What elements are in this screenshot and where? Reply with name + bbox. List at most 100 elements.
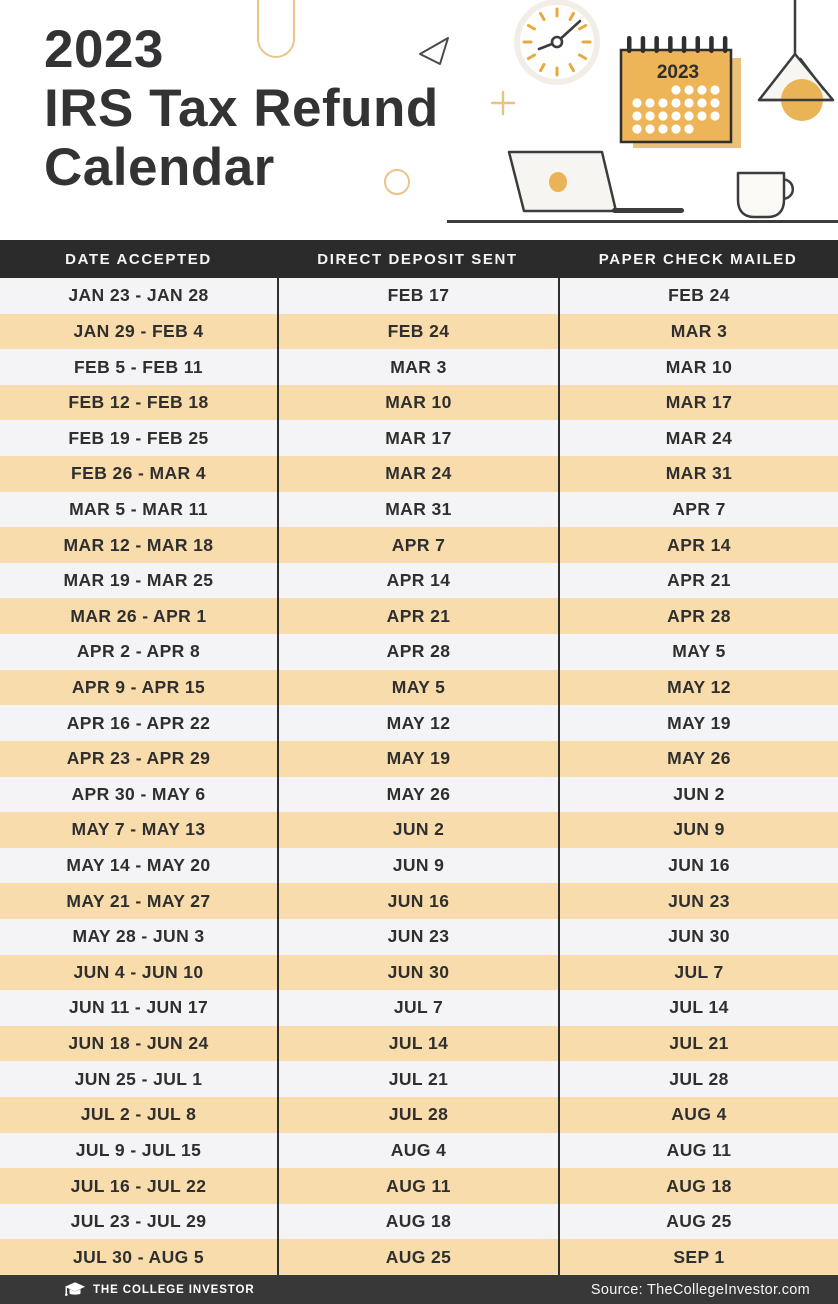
paper-check-cell: APR 21 bbox=[558, 562, 838, 599]
table-row: JUN 4 - JUN 10 JUN 30 JUL 7 bbox=[0, 954, 838, 991]
paper-check-cell: AUG 18 bbox=[558, 1168, 838, 1204]
paper-check-cell: MAY 5 bbox=[558, 634, 838, 670]
paper-check-cell: MAR 24 bbox=[558, 420, 838, 457]
table-row: JUN 25 - JUL 1 JUL 21 JUL 28 bbox=[0, 1061, 838, 1098]
date-accepted-cell: MAY 28 - JUN 3 bbox=[72, 926, 205, 947]
table-row: JUN 11 - JUN 17 JUL 7 JUL 14 bbox=[0, 990, 838, 1026]
paper-check-cell: JUN 30 bbox=[558, 918, 838, 955]
date-accepted-cell: JAN 29 - FEB 4 bbox=[73, 320, 204, 341]
direct-deposit-cell: JUN 2 bbox=[277, 812, 558, 848]
date-accepted-cell: JUN 25 - JUL 1 bbox=[74, 1068, 203, 1089]
direct-deposit-cell: MAR 10 bbox=[277, 384, 558, 421]
table-header-row: DATE ACCEPTED DIRECT DEPOSIT SENT PAPER … bbox=[0, 240, 838, 278]
paper-check-cell: AUG 4 bbox=[558, 1097, 838, 1133]
date-accepted-cell: MAR 26 - APR 1 bbox=[70, 605, 207, 626]
direct-deposit-cell: JUL 21 bbox=[277, 1061, 558, 1098]
paper-check-cell: AUG 25 bbox=[558, 1203, 838, 1240]
table-row: JUL 16 - JUL 22 AUG 11 AUG 18 bbox=[0, 1168, 838, 1204]
footer: THE COLLEGE INVESTOR Source: TheCollegeI… bbox=[0, 1275, 838, 1304]
date-accepted-cell: APR 9 - APR 15 bbox=[71, 677, 206, 697]
paper-check-cell: JUL 21 bbox=[558, 1025, 838, 1062]
table-row: MAY 28 - JUN 3 JUN 23 JUN 30 bbox=[0, 918, 838, 955]
table-row: FEB 19 - FEB 25 MAR 17 MAR 24 bbox=[0, 420, 838, 457]
source-credit: Source: TheCollegeInvestor.com bbox=[590, 1281, 810, 1298]
direct-deposit-cell: JUN 16 bbox=[277, 883, 558, 919]
direct-deposit-cell: JUN 30 bbox=[277, 954, 558, 991]
paper-check-cell: FEB 24 bbox=[558, 278, 838, 314]
paper-check-cell: MAR 10 bbox=[558, 349, 838, 385]
refund-schedule-table: JAN 23 - JAN 28 FEB 17 FEB 24 JAN 29 - FEB … bbox=[0, 278, 838, 1276]
paper-check-cell: MAR 17 bbox=[558, 384, 838, 421]
direct-deposit-cell: JUN 9 bbox=[277, 847, 558, 884]
paper-check-cell: JUN 23 bbox=[558, 883, 838, 919]
title-line-year: 2023 bbox=[44, 20, 164, 79]
page-title: 2023 IRS Tax Refund Calendar bbox=[44, 20, 439, 197]
date-accepted-cell: JUN 18 - JUN 24 bbox=[68, 1033, 209, 1054]
table-row: APR 2 - APR 8 APR 28 MAY 5 bbox=[0, 634, 838, 670]
table-row: FEB 12 - FEB 18 MAR 10 MAR 17 bbox=[0, 384, 838, 421]
lamp-icon bbox=[757, 0, 835, 121]
paper-check-cell: JUN 2 bbox=[558, 776, 838, 813]
table-row: MAR 5 - MAR 11 MAR 31 APR 7 bbox=[0, 491, 838, 528]
date-accepted-cell: APR 23 - APR 29 bbox=[66, 748, 211, 769]
direct-deposit-cell: FEB 24 bbox=[277, 313, 558, 350]
table-row: APR 16 - APR 22 MAY 12 MAY 19 bbox=[0, 705, 838, 741]
table-row: JAN 23 - JAN 28 FEB 17 FEB 24 bbox=[0, 278, 838, 314]
direct-deposit-cell: MAY 5 bbox=[277, 669, 558, 706]
date-accepted-cell: JAN 23 - JAN 28 bbox=[68, 285, 209, 306]
paper-check-cell: SEP 1 bbox=[558, 1239, 838, 1276]
brand-name: THE COLLEGE INVESTOR bbox=[93, 1283, 255, 1296]
direct-deposit-cell: MAY 26 bbox=[277, 776, 558, 813]
date-accepted-cell: JUL 30 - AUG 5 bbox=[72, 1246, 205, 1267]
header: 2023 IRS Tax Refund Calendar bbox=[0, 0, 838, 240]
paper-check-cell: APR 28 bbox=[558, 598, 838, 635]
paper-check-cell: MAR 31 bbox=[558, 456, 838, 492]
date-accepted-cell: FEB 19 - FEB 25 bbox=[68, 427, 209, 448]
table-row: MAY 14 - MAY 20 JUN 9 JUN 16 bbox=[0, 847, 838, 884]
date-accepted-cell: FEB 5 - FEB 11 bbox=[73, 356, 204, 377]
table-row: JAN 29 - FEB 4 FEB 24 MAR 3 bbox=[0, 313, 838, 350]
paper-check-cell: MAY 19 bbox=[558, 705, 838, 741]
brand-logo: THE COLLEGE INVESTOR bbox=[64, 1281, 255, 1299]
date-accepted-cell: MAY 21 - MAY 27 bbox=[66, 890, 211, 911]
direct-deposit-cell: MAR 31 bbox=[277, 491, 558, 528]
paper-check-cell: JUL 28 bbox=[558, 1061, 838, 1098]
direct-deposit-cell: MAY 12 bbox=[277, 705, 558, 741]
paper-check-cell: MAY 26 bbox=[558, 740, 838, 777]
paper-check-cell: AUG 11 bbox=[558, 1132, 838, 1169]
direct-deposit-cell: MAR 3 bbox=[277, 349, 558, 385]
paper-check-cell: JUL 7 bbox=[558, 954, 838, 991]
date-accepted-cell: APR 2 - APR 8 bbox=[76, 641, 201, 662]
table-row: JUL 9 - JUL 15 AUG 4 AUG 11 bbox=[0, 1132, 838, 1169]
table-row: APR 30 - MAY 6 MAY 26 JUN 2 bbox=[0, 776, 838, 813]
date-accepted-cell: MAR 19 - MAR 25 bbox=[63, 570, 214, 591]
triangle-icon bbox=[419, 37, 449, 65]
direct-deposit-cell: APR 14 bbox=[277, 562, 558, 599]
table-row: MAR 12 - MAR 18 APR 7 APR 14 bbox=[0, 527, 838, 563]
column-header-direct-deposit: DIRECT DEPOSIT SENT bbox=[317, 250, 518, 268]
column-header-date-accepted: DATE ACCEPTED bbox=[65, 250, 212, 268]
date-accepted-cell: APR 30 - MAY 6 bbox=[71, 783, 206, 804]
plus-icon bbox=[490, 90, 516, 116]
direct-deposit-cell: JUL 28 bbox=[277, 1097, 558, 1133]
title-line-sub: Calendar bbox=[44, 138, 275, 197]
direct-deposit-cell: AUG 4 bbox=[277, 1132, 558, 1169]
direct-deposit-cell: AUG 18 bbox=[277, 1203, 558, 1240]
date-accepted-cell: MAY 7 - MAY 13 bbox=[71, 819, 206, 840]
paper-check-cell: JUN 9 bbox=[558, 812, 838, 848]
ring-icon bbox=[384, 169, 410, 195]
direct-deposit-cell: MAR 24 bbox=[277, 456, 558, 492]
table-row: JUL 23 - JUL 29 AUG 18 AUG 25 bbox=[0, 1203, 838, 1240]
clock-icon bbox=[514, 0, 600, 85]
capsule-icon bbox=[257, 0, 295, 58]
direct-deposit-cell: JUN 23 bbox=[277, 918, 558, 955]
desk-line bbox=[447, 220, 838, 223]
date-accepted-cell: JUL 9 - JUL 15 bbox=[75, 1139, 202, 1160]
calendar-year-label: 2023 bbox=[657, 62, 699, 83]
date-accepted-cell: JUN 11 - JUN 17 bbox=[68, 997, 209, 1018]
direct-deposit-cell: AUG 25 bbox=[277, 1239, 558, 1276]
graduation-cap-icon bbox=[64, 1281, 86, 1296]
direct-deposit-cell: APR 21 bbox=[277, 598, 558, 635]
direct-deposit-cell: JUL 7 bbox=[277, 990, 558, 1026]
